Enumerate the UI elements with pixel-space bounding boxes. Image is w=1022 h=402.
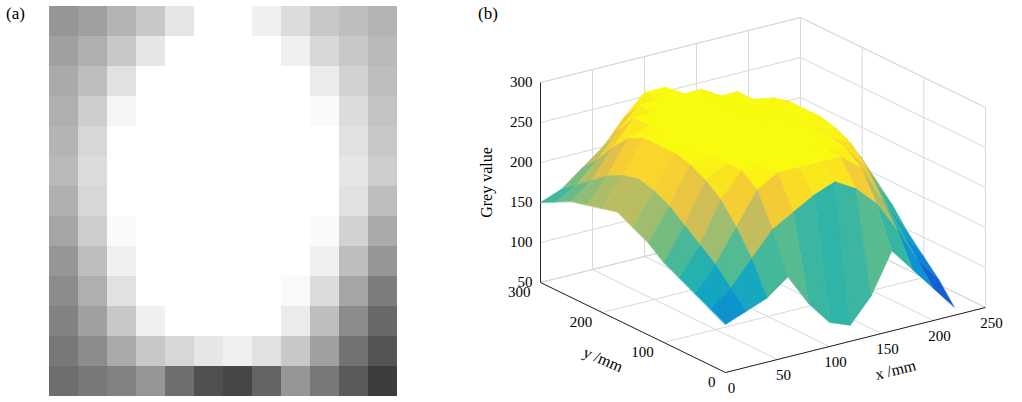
svg-text:100: 100: [824, 354, 847, 370]
svg-text:0: 0: [708, 374, 716, 390]
svg-text:200: 200: [570, 314, 593, 330]
svg-text:250: 250: [510, 114, 533, 130]
svg-text:300: 300: [508, 284, 531, 301]
svg-text:150: 150: [510, 194, 533, 210]
svg-text:Grey value: Grey value: [478, 147, 496, 218]
svg-text:0: 0: [728, 380, 736, 396]
svg-text:50: 50: [518, 274, 533, 290]
svg-text:100: 100: [510, 234, 533, 250]
svg-text:100: 100: [631, 344, 654, 360]
svg-text:x /mm: x /mm: [873, 356, 918, 383]
html-text:(b): (b): [478, 4, 498, 23]
html-text:(a): (a): [6, 4, 25, 23]
svg-text:150: 150: [876, 341, 899, 357]
svg-text:200: 200: [928, 328, 951, 344]
svg-text:300: 300: [510, 74, 533, 90]
svg-text:50: 50: [776, 367, 791, 383]
svg-text:250: 250: [980, 315, 1003, 331]
svg-text:200: 200: [510, 154, 533, 170]
svg-text:y /mm: y /mm: [580, 343, 626, 376]
